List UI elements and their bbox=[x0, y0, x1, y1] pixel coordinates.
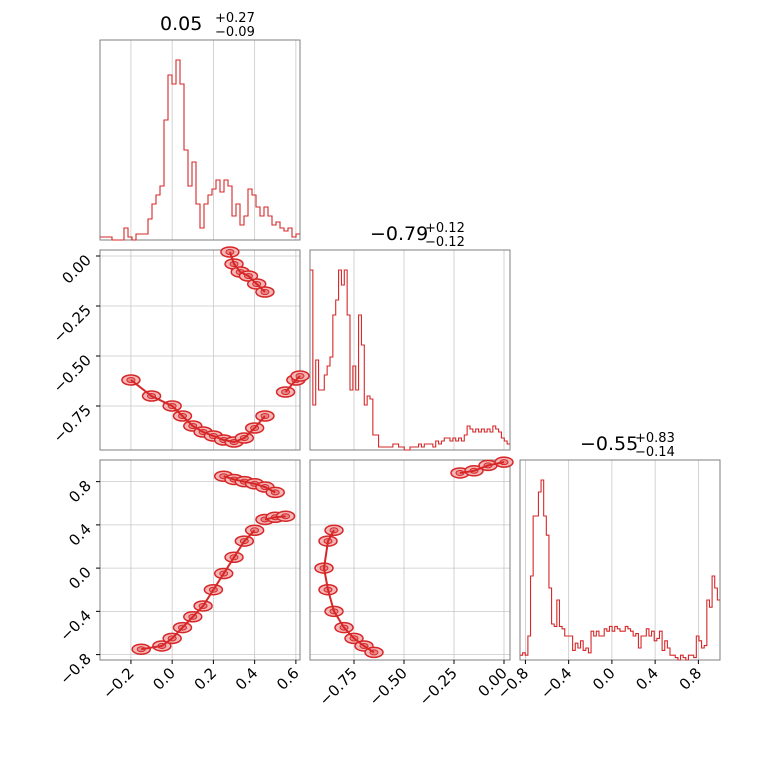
y-tick-label: −0.8 bbox=[56, 650, 94, 688]
panel-frame bbox=[309, 459, 511, 661]
panel-2-0 bbox=[99, 459, 301, 661]
panel-1-1: −0.79+0.12−0.12 bbox=[309, 221, 511, 451]
x-tick-label: 0.4 bbox=[232, 664, 262, 694]
contour-ridge bbox=[322, 529, 375, 654]
y-tick-label: 0.8 bbox=[65, 477, 95, 507]
x-tick-label: −0.25 bbox=[416, 664, 461, 709]
x-tick-label: 0.8 bbox=[676, 664, 706, 694]
contour-ridge bbox=[141, 529, 256, 651]
panel-0-0: 0.05 +0.27−0.09 bbox=[99, 11, 301, 241]
panel-frame bbox=[309, 249, 511, 451]
y-tick-label: −0.25 bbox=[50, 301, 95, 346]
param-title-minus: −0.12 bbox=[425, 235, 465, 250]
param-title-minus: −0.09 bbox=[215, 25, 255, 40]
contour-ridge bbox=[459, 461, 505, 474]
contour-ridge bbox=[284, 375, 301, 393]
y-tick-label: 0.4 bbox=[65, 520, 95, 550]
contour-ridge bbox=[223, 475, 276, 494]
param-title-plus: +0.83 bbox=[635, 431, 675, 446]
x-tick-label: −0.75 bbox=[316, 664, 361, 709]
panel-1-0 bbox=[99, 246, 310, 451]
panel-2-1 bbox=[309, 456, 514, 661]
y-tick-label: −0.50 bbox=[50, 351, 95, 396]
x-tick-label: 0.0 bbox=[589, 664, 619, 694]
panel-frame bbox=[99, 249, 301, 451]
panel-frame bbox=[99, 459, 301, 661]
param-title-value: −0.79 bbox=[370, 223, 428, 245]
histogram-step bbox=[100, 59, 300, 241]
histogram-step bbox=[520, 479, 720, 661]
param-title-plus: +0.27 bbox=[215, 11, 255, 26]
panel-frame bbox=[99, 39, 301, 241]
x-tick-label: 0.4 bbox=[632, 664, 662, 694]
y-tick-label: 0.00 bbox=[58, 251, 94, 287]
x-tick-label: 0.2 bbox=[191, 664, 221, 694]
contour-ridge bbox=[130, 379, 266, 444]
panel-2-2: −0.55+0.83−0.14 bbox=[519, 431, 721, 661]
panel-frame bbox=[519, 459, 721, 661]
y-tick-label: −0.75 bbox=[50, 401, 95, 446]
histogram-step bbox=[310, 269, 510, 451]
param-title-value: 0.05 bbox=[160, 13, 202, 35]
x-tick-label: −0.50 bbox=[366, 664, 411, 709]
param-title-plus: +0.12 bbox=[425, 221, 465, 236]
param-title-value: −0.55 bbox=[580, 433, 638, 455]
x-tick-label: −0.4 bbox=[537, 664, 575, 702]
x-tick-label: −0.2 bbox=[99, 664, 137, 702]
param-title-minus: −0.14 bbox=[635, 445, 675, 460]
y-tick-label: 0.0 bbox=[65, 563, 95, 593]
contour-ridge bbox=[264, 515, 286, 521]
x-tick-label: 0.0 bbox=[149, 664, 179, 694]
contour-ridge bbox=[228, 251, 266, 293]
x-tick-label: 0.6 bbox=[273, 664, 303, 694]
y-tick-label: −0.4 bbox=[56, 606, 94, 644]
